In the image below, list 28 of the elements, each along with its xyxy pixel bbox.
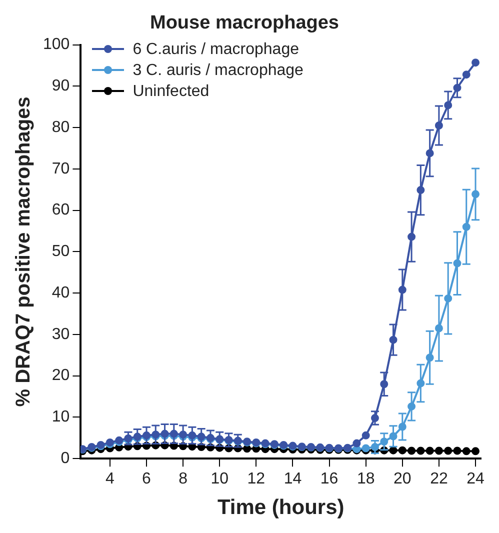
y-tick-label: 10 xyxy=(52,408,70,426)
legend-label: 3 C. auris / macrophage xyxy=(132,60,304,81)
y-tick-label: 20 xyxy=(52,367,70,384)
x-tick-label: 14 xyxy=(284,470,302,488)
x-tick-label: 12 xyxy=(247,470,266,488)
y-tick-label: 40 xyxy=(52,284,70,302)
chart-title: Mouse macrophages xyxy=(150,12,339,34)
legend-label: 6 C.auris / macrophage xyxy=(132,40,299,60)
x-tick-label: 18 xyxy=(356,470,375,488)
x-tick-label: 4 xyxy=(105,470,114,488)
y-tick-label: 100 xyxy=(42,36,70,54)
x-tick-label: 22 xyxy=(430,470,448,488)
y-tick-label: 70 xyxy=(52,160,70,178)
x-tick-label: 20 xyxy=(394,470,412,488)
x-tick-label: 24 xyxy=(466,470,485,488)
x-tick-label: 16 xyxy=(320,470,338,488)
y-axis-title: % DRAQ7 positive macrophages xyxy=(12,96,35,407)
y-tick-label: 0 xyxy=(60,450,70,468)
x-tick-label: 6 xyxy=(142,470,152,488)
y-tick-label: 30 xyxy=(52,326,70,343)
y-tick-label: 90 xyxy=(52,78,70,95)
y-tick-label: 60 xyxy=(52,202,70,219)
legend-label: Uninfected xyxy=(132,82,210,102)
y-tick-label: 80 xyxy=(52,118,70,136)
y-tick-label: 50 xyxy=(52,243,70,260)
x-axis-title: Time (hours) xyxy=(217,496,344,520)
x-tick-label: 8 xyxy=(178,470,188,488)
x-tick-label: 10 xyxy=(210,470,229,488)
